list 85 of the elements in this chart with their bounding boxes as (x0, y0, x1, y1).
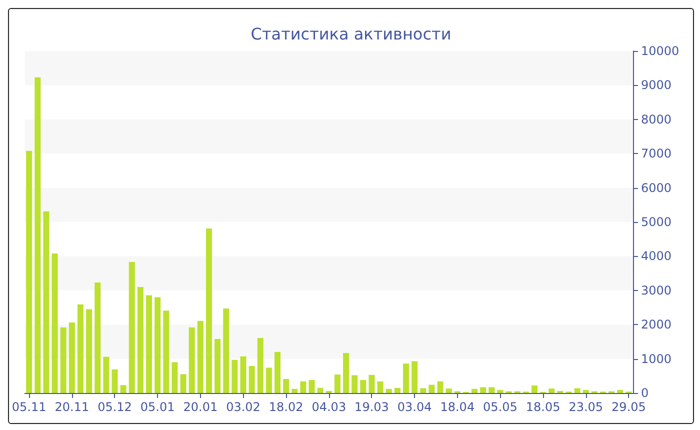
bar (128, 262, 135, 393)
bar (188, 327, 195, 393)
y-tick-label: 7000 (641, 146, 672, 161)
bar (360, 380, 366, 393)
bar (317, 388, 324, 393)
bar (420, 388, 426, 393)
bar (197, 320, 204, 393)
x-tick-label: 05.11 (12, 400, 46, 414)
bar (531, 385, 538, 393)
bar (68, 322, 75, 393)
bar (43, 211, 50, 393)
bar (368, 374, 375, 393)
bar (223, 308, 230, 393)
x-tick-label: 23.05 (568, 400, 604, 414)
bar (163, 310, 170, 393)
bar (480, 387, 486, 393)
bar (26, 150, 32, 393)
x-tick-label: 20.11 (54, 400, 90, 414)
bar (146, 295, 152, 393)
bar (86, 309, 92, 393)
x-tick-label: 04.03 (312, 400, 346, 414)
y-tick-label: 1000 (641, 352, 672, 366)
bar (488, 387, 495, 393)
bar (548, 388, 555, 393)
bar (232, 360, 238, 393)
bar (428, 384, 435, 393)
bar (352, 375, 358, 393)
bar (172, 362, 178, 393)
x-tick-label: 03.04 (397, 400, 432, 414)
bar (154, 297, 161, 393)
bar (77, 304, 84, 393)
bar (308, 380, 315, 393)
bar (292, 388, 298, 393)
bar (377, 381, 384, 393)
bar (60, 327, 66, 393)
x-tick-label: 05.05 (483, 400, 518, 414)
x-tick-label: 29.05 (612, 400, 646, 414)
bar (257, 338, 264, 393)
y-tick-label: 10000 (641, 44, 680, 58)
bar (437, 381, 444, 393)
x-tick-label: 05.12 (98, 400, 132, 414)
bar (412, 361, 418, 393)
x-tick-label: 18.04 (440, 400, 475, 414)
bar (274, 352, 280, 393)
x-tick-label: 20.01 (183, 400, 218, 414)
x-tick-label: 05.01 (140, 400, 175, 414)
bar (120, 385, 126, 393)
y-tick-label: 8000 (641, 112, 672, 126)
bar (34, 77, 41, 393)
bar (112, 369, 118, 393)
bar (240, 356, 246, 393)
chart-title: Статистика активности (250, 24, 452, 44)
bar (52, 253, 58, 393)
bar (497, 390, 504, 393)
bar (472, 388, 478, 393)
bar (402, 364, 409, 393)
bar (582, 390, 589, 393)
bar (206, 228, 212, 393)
bar (180, 374, 186, 393)
bar (248, 366, 255, 393)
x-tick-label: 19.03 (354, 400, 389, 414)
y-tick-label: 6000 (641, 180, 672, 195)
bar (446, 388, 452, 393)
bar (283, 378, 290, 393)
y-tick-label: 2000 (641, 318, 672, 332)
y-tick-label: 5000 (641, 215, 672, 229)
bar (266, 368, 272, 393)
x-tick-label: 18.02 (268, 400, 304, 414)
bar (394, 388, 400, 393)
y-tick-label: 0 (641, 386, 649, 400)
bar (617, 390, 624, 393)
x-tick-label: 18.05 (526, 400, 560, 414)
bar (214, 338, 221, 393)
bar (343, 352, 350, 393)
bar (386, 388, 392, 393)
y-tick-label: 9000 (641, 78, 672, 92)
y-tick-label: 3000 (641, 283, 672, 298)
bar (334, 374, 340, 393)
bar (103, 356, 110, 393)
bar (300, 381, 306, 393)
y-tick-label: 4000 (641, 249, 672, 264)
bar (574, 388, 580, 393)
x-tick-label: 03.02 (226, 400, 260, 414)
bar (137, 286, 144, 393)
bar (94, 282, 101, 393)
